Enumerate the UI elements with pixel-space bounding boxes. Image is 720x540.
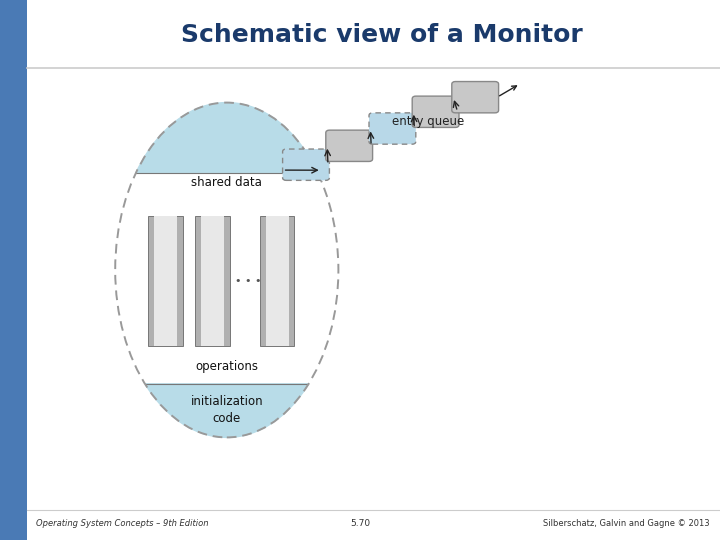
Text: initialization
code: initialization code xyxy=(191,395,263,425)
Bar xyxy=(148,216,183,346)
Bar xyxy=(154,216,177,346)
FancyBboxPatch shape xyxy=(412,96,459,127)
Text: 5.70: 5.70 xyxy=(350,519,370,528)
Text: operations: operations xyxy=(195,360,258,373)
Text: Silberschatz, Galvin and Gagne © 2013: Silberschatz, Galvin and Gagne © 2013 xyxy=(543,519,709,528)
Bar xyxy=(201,216,224,346)
FancyBboxPatch shape xyxy=(369,113,416,144)
Bar xyxy=(0,0,27,540)
Polygon shape xyxy=(136,103,318,173)
Ellipse shape xyxy=(115,103,338,437)
FancyBboxPatch shape xyxy=(452,82,499,113)
FancyBboxPatch shape xyxy=(282,149,329,180)
Text: shared data: shared data xyxy=(192,176,262,189)
FancyBboxPatch shape xyxy=(325,130,373,161)
Bar xyxy=(195,216,230,346)
Polygon shape xyxy=(145,384,308,437)
Text: Schematic view of a Monitor: Schematic view of a Monitor xyxy=(181,23,582,47)
Text: • • •: • • • xyxy=(235,276,261,286)
Text: Operating System Concepts – 9th Edition: Operating System Concepts – 9th Edition xyxy=(36,519,209,528)
Text: entry queue: entry queue xyxy=(392,115,464,128)
Bar xyxy=(266,216,289,346)
Bar xyxy=(260,216,294,346)
